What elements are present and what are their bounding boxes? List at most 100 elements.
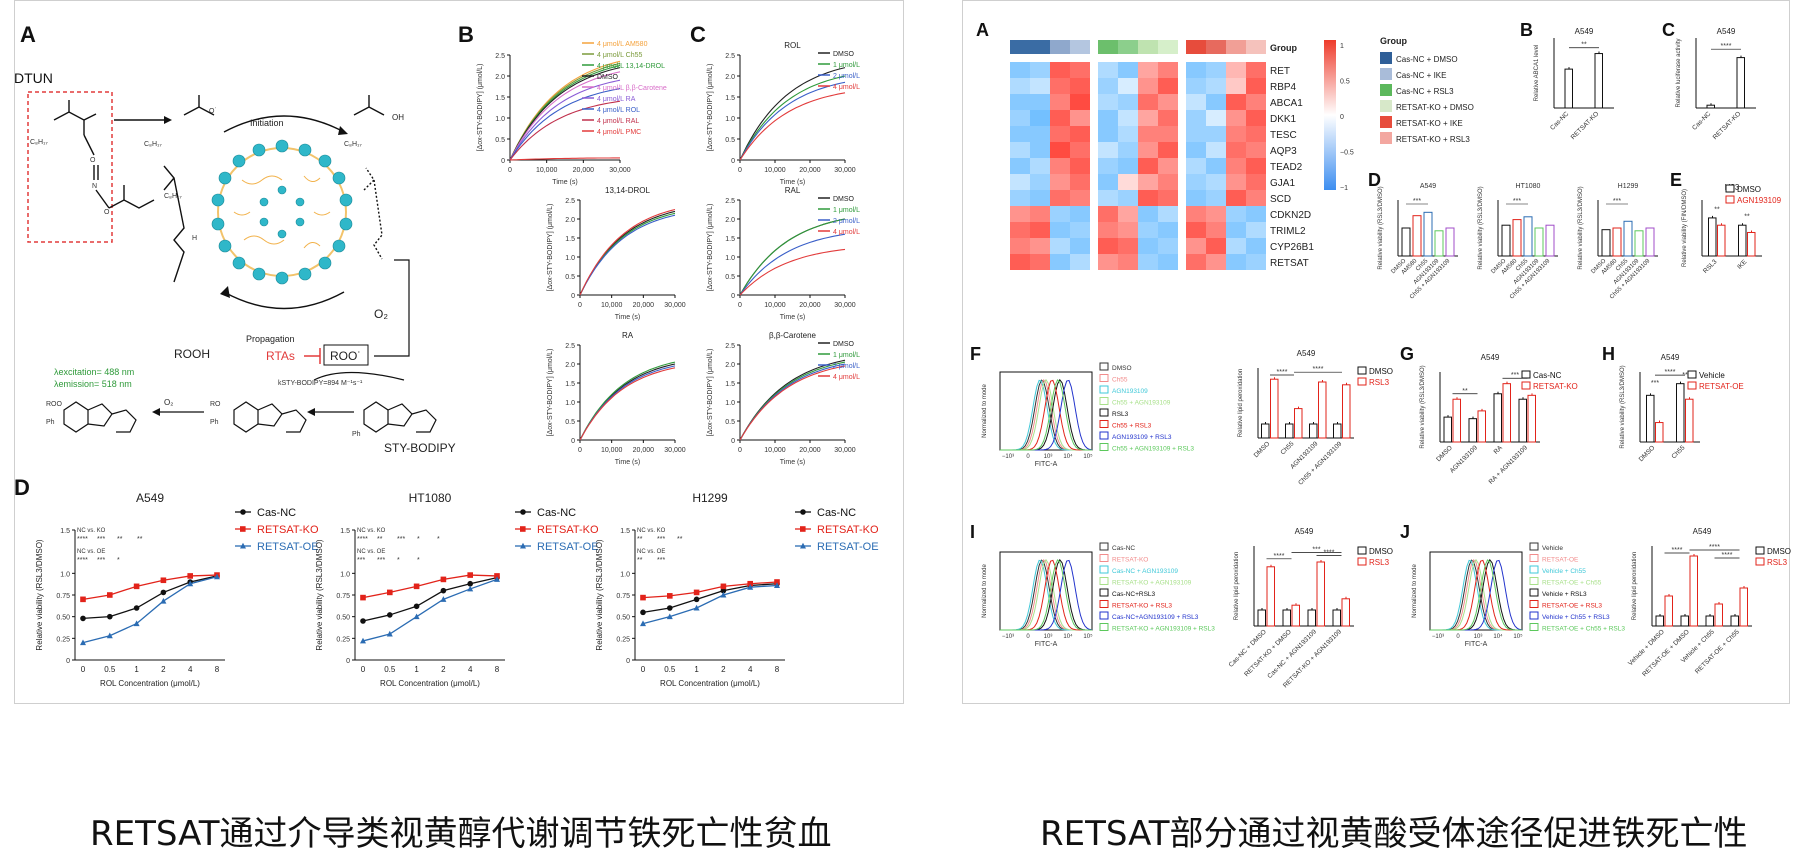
legend-label: Cas-NC+AGN193109 + RSL3 [1112,614,1199,621]
group-legend-label: RETSAT-KO + DMSO [1396,103,1474,112]
svg-text:N: N [92,183,97,190]
heatmap-cell [1206,238,1226,254]
y-tick-label: 0.25 [56,636,70,643]
heatmap-cell [1030,78,1050,94]
x-tick-label: DMSO [1253,440,1272,459]
heatmap-cell [1246,238,1266,254]
heatmap-cell [1186,254,1206,270]
significance-mark: **** [357,536,368,543]
heatmap-cell [1226,238,1246,254]
significance-mark: *** [657,536,665,543]
legend-swatch [1529,588,1539,597]
significance-mark: **** [1277,369,1288,376]
y-tick-label: 0 [501,158,505,165]
bar [1518,398,1527,443]
bar [1291,604,1300,627]
series-line [579,365,676,441]
significance-header: NC vs. OE [357,549,385,555]
heatmap-cell [1050,254,1070,270]
bar [1714,603,1723,627]
heatmap-cell [1158,254,1178,270]
y-tick-label: 0.75 [616,593,630,600]
svg-text:O˙: O˙ [209,107,217,115]
bar [1612,227,1622,257]
o2-label-right: O₂ [374,307,388,321]
legend-swatch [1529,600,1539,608]
heatmap-cell [1030,142,1050,158]
x-tick-label: 10⁵ [1083,453,1093,460]
panel-i-bar: A549 Relative lipid peroxidation Cas-NC + … [1228,527,1393,689]
significance-mark: * [117,557,120,564]
y-tick-label: 1.0 [725,116,735,123]
svg-text:O: O [90,157,96,164]
y-tick-label: 1.5 [620,528,630,535]
heatmap-cell [1098,190,1118,206]
heatmap-cell [1098,94,1118,110]
heatmap-cell [1118,222,1138,238]
significance-mark: **** [1324,550,1335,557]
bar [1534,227,1544,257]
heatmap-cell [1050,78,1070,94]
bar [1676,383,1685,443]
significance-mark: **** [1665,369,1676,376]
panel-e-h23: H23Relative viability (FIN/DMSO)RSL3IKE*… [1682,183,1782,275]
panel-d-ht1080: HT1080 0 0.25 0.50 0.75 1.0 1.5 0 0.5 1 2 4 8 ROL Con… [315,491,599,688]
y-tick-label: 0.50 [616,615,630,622]
significance-mark: ** [137,536,143,543]
c8h17-mid: C₈H₁₇ [144,141,162,148]
heatmap-cell [1050,142,1070,158]
legend-label: Cas-NC + AGN193109 [1112,568,1178,575]
series-line [739,359,846,441]
series-line [579,361,676,441]
heatmap-cell [1010,94,1030,110]
y-axis-label: Relative viability (RSL3/DMSO) [1420,365,1426,448]
legend-label: DMSO [1112,365,1132,372]
group-legend-label: RETSAT-KO + RSL3 [1396,135,1470,144]
y-tick-label: 2.5 [725,53,735,60]
x-tick-label: 0.5 [104,665,116,674]
data-point [360,594,366,601]
heatmap-cell [1070,238,1090,254]
panel-a-scheme: O N O C₈H₁₇ C₈H₁₇ O˙ C₈H₁₇ C₈H₁₇ OH Init… [27,91,456,455]
bar [1646,394,1655,443]
panel-d-h1299: H1299 0 0.25 0.50 0.75 1.0 1.5 0 0.5 1 2 4 8 ROL Conc… [595,491,879,688]
series-line [739,248,846,296]
heatmap-cell [1206,78,1226,94]
x-axis-label: ROL Concentration (μmol/L) [380,679,480,688]
x-tick-label: 0 [1026,634,1030,640]
heatmap-cell [1246,190,1266,206]
heatmap-cell [1070,222,1090,238]
y-tick-label: 2.0 [565,217,575,224]
x-tick-label: RETSAT-OE + DMSO [1641,628,1691,678]
x-tick-label: 20,000 [633,302,655,309]
legend-label: RETSAT-KO [1533,382,1578,391]
heatmap-cell [1010,174,1030,190]
row-label-group: Group [1270,43,1297,53]
x-tick-label: 20,000 [799,167,821,174]
significance-header: NC vs. OE [77,549,105,555]
heatmap-cell [1118,142,1138,158]
heatmap-cell [1098,142,1118,158]
bar [1341,598,1350,627]
y-tick-label: 1.5 [565,236,575,243]
data-point [107,592,113,598]
heatmap-cell [1050,174,1070,190]
legend-swatch [1099,611,1109,620]
bar [1689,555,1698,627]
heatmap-cell [1050,110,1070,126]
heatmap-cell [1070,110,1090,126]
heatmap-cell [1246,78,1266,94]
legend-label: Ch55 [1112,377,1128,384]
series-line [579,210,676,296]
group-bar-cell [1010,40,1030,54]
significance-mark: *** [657,557,665,564]
data-point [440,576,447,583]
heatmap-cell [1010,254,1030,270]
legend-label: RETSAT-KO [1112,557,1148,564]
significance-mark: *** [1511,372,1519,379]
heatmap-cell [1098,78,1118,94]
bar [1332,609,1341,627]
x-tick-label: RETSAT-KO [1712,110,1743,141]
r-panel-label-b: B [1520,20,1533,40]
panel-j-flow: Normalized to mode FITC-A −10³ 0 10³ 10⁴ 10⁵ Ve… [1412,542,1625,648]
